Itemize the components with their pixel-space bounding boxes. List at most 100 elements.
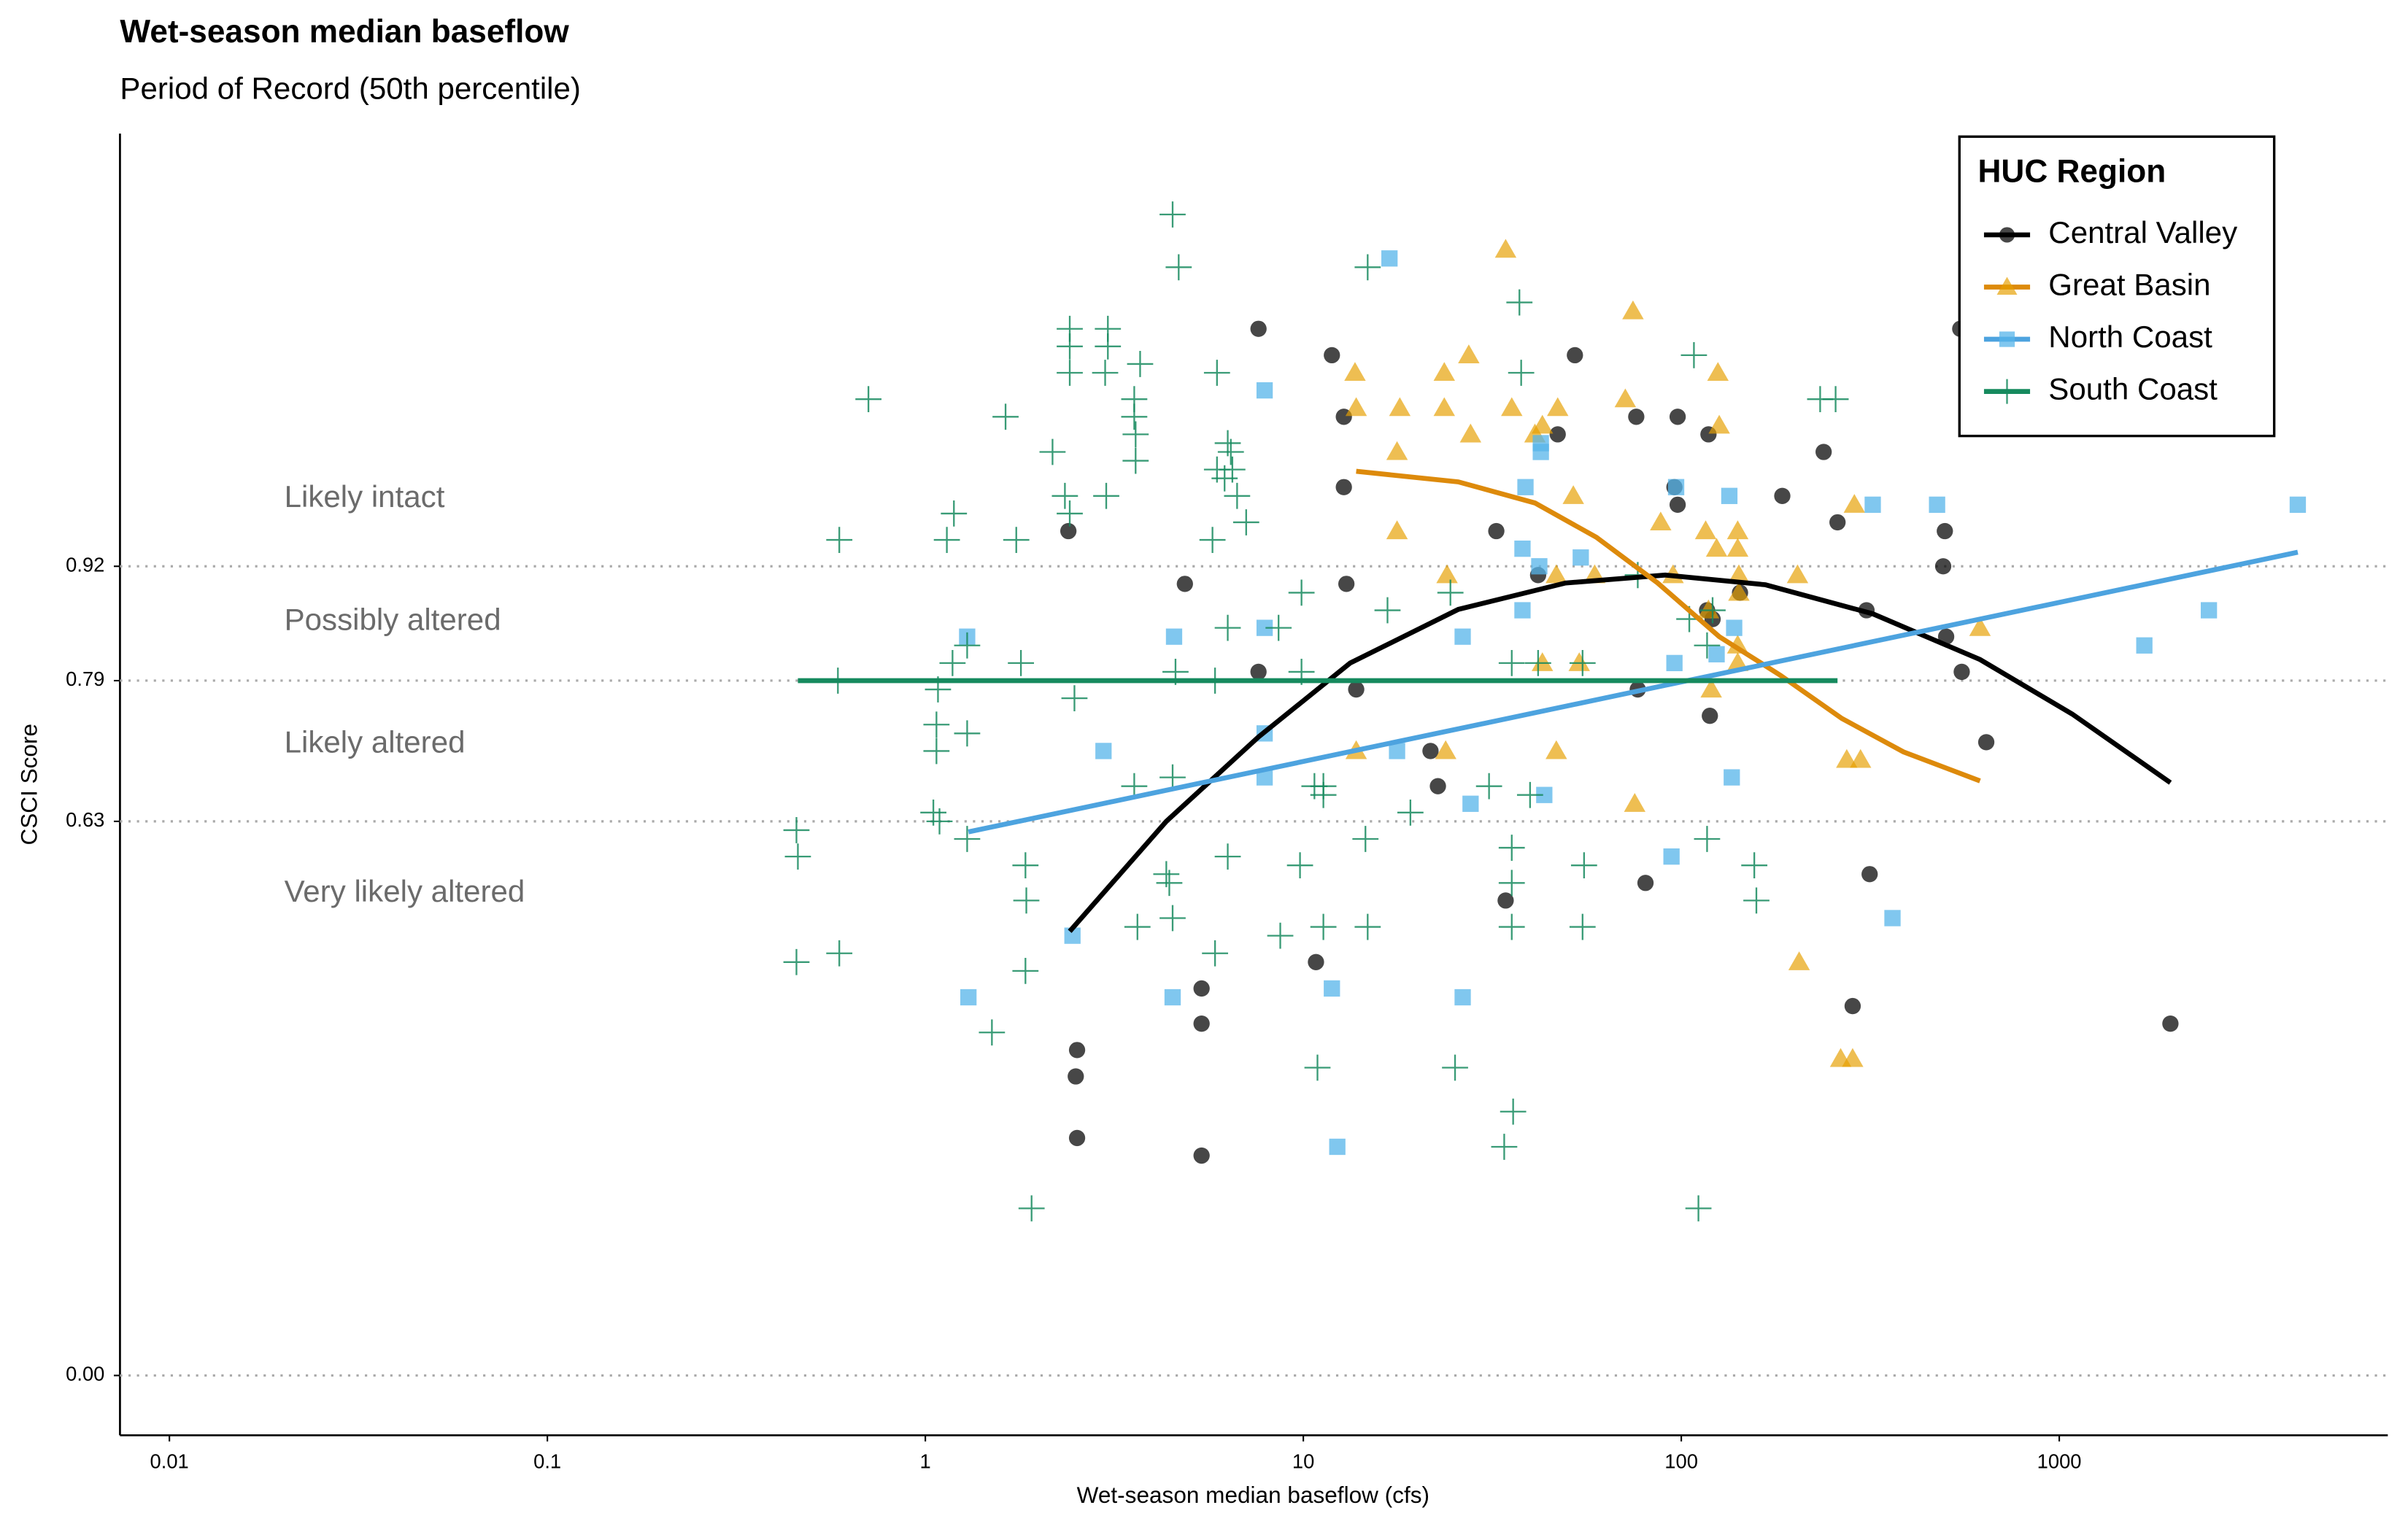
- point: [923, 738, 950, 765]
- point: [1475, 773, 1502, 800]
- point: [1256, 382, 1273, 399]
- legend-marker: [1996, 276, 2018, 295]
- point: [1568, 652, 1590, 671]
- point: [1850, 748, 1872, 768]
- point: [1864, 496, 1881, 514]
- point: [1500, 1098, 1527, 1125]
- legend-label: South Coast: [2048, 372, 2218, 406]
- point: [1354, 913, 1381, 940]
- point: [1977, 734, 1995, 751]
- point: [1650, 511, 1672, 531]
- point: [1389, 743, 1405, 759]
- point: [1728, 581, 1750, 601]
- point: [1700, 678, 1722, 698]
- chart-subtitle: Period of Record (50th percentile): [120, 71, 581, 105]
- point: [1064, 927, 1081, 944]
- point: [1663, 848, 1680, 865]
- point: [1436, 564, 1458, 584]
- point: [1699, 597, 1726, 624]
- point: [1694, 520, 1717, 540]
- point: [1488, 522, 1505, 540]
- point: [1224, 482, 1251, 509]
- point: [2200, 602, 2218, 619]
- point: [1937, 522, 1953, 540]
- y-axis-label: CSCI Score: [16, 724, 42, 846]
- point: [1256, 619, 1273, 636]
- point: [1265, 614, 1292, 641]
- point: [960, 989, 977, 1006]
- point: [1929, 496, 1945, 514]
- point: [1122, 421, 1149, 448]
- point: [1498, 913, 1525, 940]
- point: [1051, 482, 1078, 509]
- x-tick-label: 0.1: [533, 1450, 561, 1473]
- point: [1250, 663, 1267, 681]
- point: [1057, 333, 1083, 360]
- point: [1628, 409, 1645, 425]
- point: [1214, 614, 1241, 641]
- point: [1547, 397, 1569, 417]
- point: [1124, 913, 1151, 940]
- point: [1093, 482, 1119, 509]
- point: [1338, 576, 1355, 592]
- point: [1669, 496, 1686, 514]
- x-axis-label: Wet-season median baseflow (cfs): [1077, 1482, 1429, 1508]
- point: [1491, 1134, 1518, 1160]
- point: [1159, 905, 1186, 932]
- point: [1498, 835, 1525, 861]
- point: [1614, 388, 1637, 408]
- point: [1193, 1147, 1210, 1164]
- point: [1012, 957, 1039, 984]
- point: [1122, 447, 1149, 474]
- point: [1286, 852, 1313, 879]
- point: [1429, 778, 1446, 794]
- point: [1310, 913, 1337, 940]
- point: [1836, 748, 1858, 768]
- point: [1433, 397, 1456, 417]
- point: [1774, 487, 1791, 504]
- point: [1304, 1054, 1331, 1081]
- point: [1815, 444, 1832, 460]
- point: [1060, 522, 1077, 540]
- point: [1786, 564, 1809, 584]
- point: [1458, 344, 1480, 363]
- point: [1516, 781, 1543, 808]
- point: [1517, 479, 1534, 495]
- point: [1156, 870, 1183, 897]
- point: [1211, 465, 1238, 492]
- point: [1743, 887, 1770, 914]
- point: [1018, 1195, 1045, 1222]
- point: [1861, 866, 1878, 883]
- point: [1726, 652, 1749, 671]
- point: [1352, 826, 1379, 852]
- point: [1669, 409, 1686, 425]
- legend-title: HUC Region: [1978, 153, 2166, 189]
- legend-label: Central Valley: [2048, 215, 2237, 249]
- point: [1003, 527, 1030, 553]
- point: [954, 632, 981, 659]
- y-tick-label: 0.00: [66, 1363, 104, 1385]
- y-tick-label: 0.92: [66, 553, 104, 576]
- point: [1969, 616, 1991, 636]
- point: [1386, 520, 1408, 540]
- annotation: Likely altered: [285, 725, 466, 759]
- fit-line: [968, 549, 2299, 835]
- point: [1381, 250, 1398, 267]
- point: [1250, 320, 1267, 337]
- point: [992, 403, 1019, 430]
- point: [1822, 386, 1849, 413]
- point: [1680, 342, 1707, 368]
- x-tick-label: 100: [1664, 1450, 1698, 1473]
- point: [1531, 652, 1554, 671]
- point: [784, 843, 811, 870]
- point: [1829, 514, 1846, 531]
- x-tick-label: 10: [1292, 1450, 1314, 1473]
- point: [2289, 496, 2307, 514]
- legend-marker: [1999, 331, 2015, 347]
- point: [1562, 485, 1584, 504]
- annotation: Very likely altered: [285, 874, 525, 908]
- point: [1572, 549, 1589, 566]
- point: [1741, 852, 1768, 879]
- point: [1524, 649, 1551, 676]
- point: [939, 649, 966, 676]
